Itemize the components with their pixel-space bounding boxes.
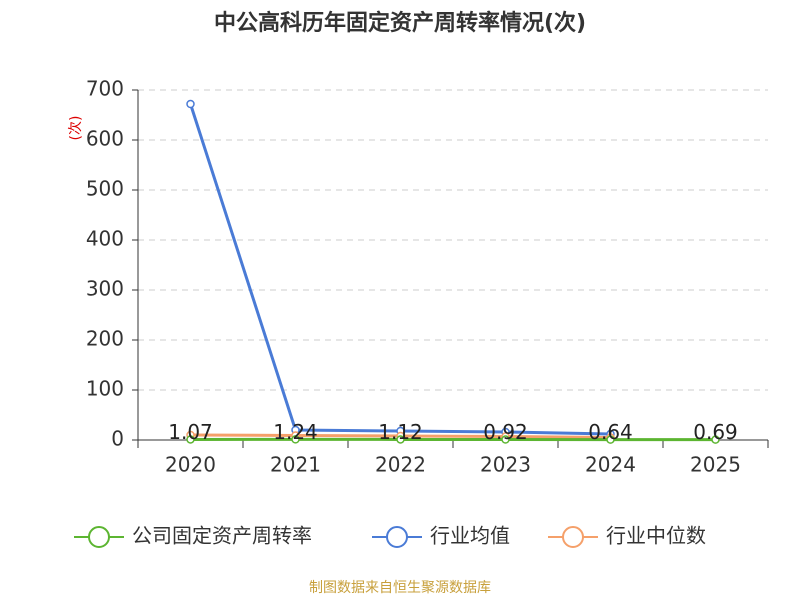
x-tick-label: 2024 [585, 453, 636, 477]
legend-label[interactable]: 行业均值 [430, 524, 510, 548]
legend-label[interactable]: 公司固定资产周转率 [132, 524, 312, 548]
series-point [186, 435, 195, 444]
x-tick-label: 2025 [690, 453, 741, 477]
chart-title: 中公高科历年固定资产周转率情况(次) [214, 10, 586, 36]
y-tick-label: 700 [86, 77, 124, 101]
y-tick-label: 100 [86, 377, 124, 401]
x-tick-label: 2022 [375, 453, 426, 477]
data-label: 0.92 [483, 420, 528, 444]
y-tick-label: 500 [86, 177, 124, 201]
x-tick-label: 2023 [480, 453, 531, 477]
legend-icon-point[interactable] [386, 526, 408, 548]
data-label: 0.69 [693, 420, 738, 444]
series-point [291, 435, 300, 444]
series-point [396, 435, 405, 444]
series-point [606, 435, 615, 444]
y-tick-label: 200 [86, 327, 124, 351]
source-note: 制图数据来自恒生聚源数据库 [309, 580, 491, 596]
data-label: 1.07 [168, 420, 213, 444]
series-point [186, 99, 195, 109]
x-tick-label: 2020 [165, 453, 216, 477]
data-label: 0.64 [588, 420, 633, 444]
series-point [711, 435, 720, 444]
y-axis-unit: (次) [68, 116, 84, 141]
series-point [501, 435, 510, 444]
y-tick-label: 300 [86, 277, 124, 301]
y-tick-label: 600 [86, 127, 124, 151]
legend-label[interactable]: 行业中位数 [606, 524, 706, 548]
data-label: 1.24 [273, 420, 318, 444]
legend-icon-point[interactable] [88, 526, 110, 548]
x-tick-label: 2021 [270, 453, 321, 477]
y-tick-label: 400 [86, 227, 124, 251]
y-tick-label: 0 [111, 427, 124, 451]
legend-icon-point[interactable] [562, 526, 584, 548]
data-label: 1.12 [378, 420, 423, 444]
